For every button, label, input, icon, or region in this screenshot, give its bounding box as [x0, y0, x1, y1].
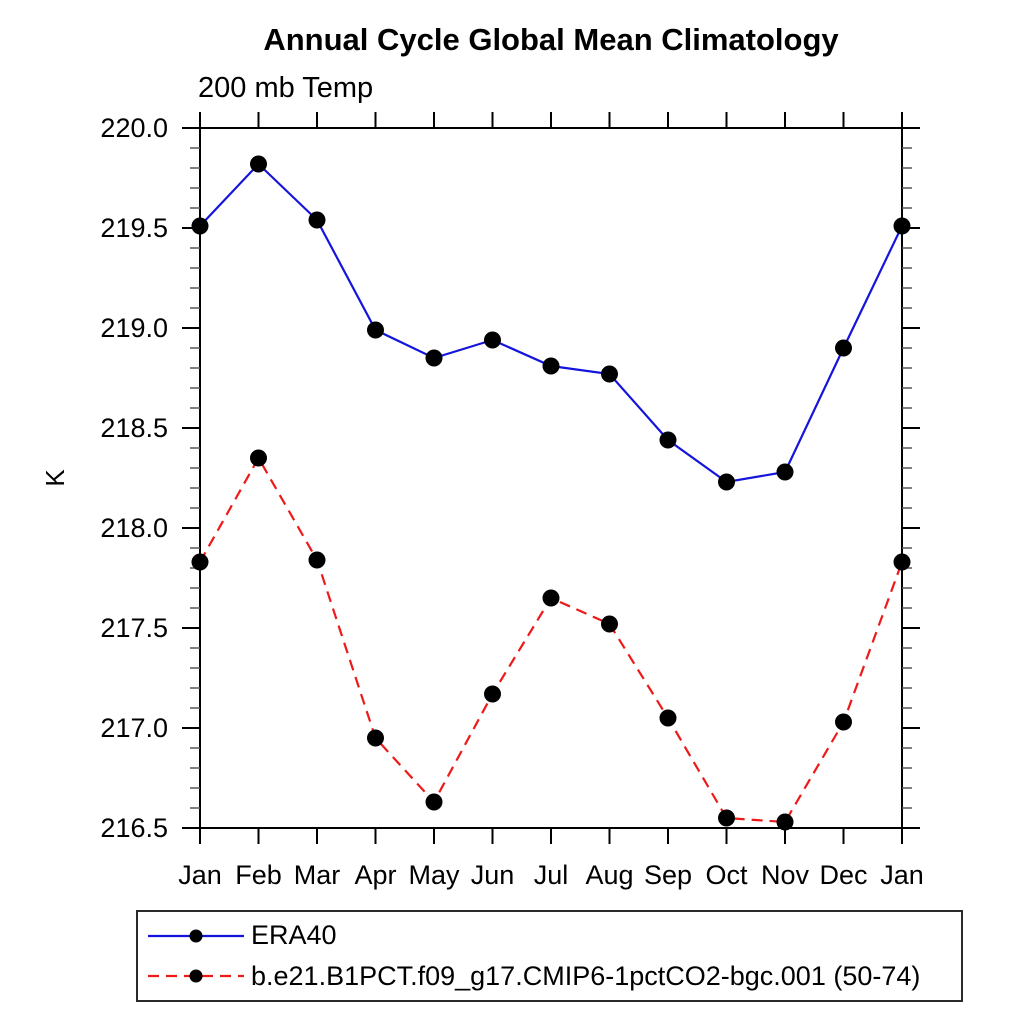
data-point-marker	[484, 685, 501, 703]
y-tick-label: 219.0	[100, 313, 168, 343]
x-tick-label: Oct	[705, 860, 748, 890]
data-point-marker	[367, 729, 384, 747]
y-tick-label: 218.5	[100, 413, 168, 443]
x-tick-label: Feb	[235, 860, 282, 890]
data-point-marker	[250, 449, 267, 467]
y-tick-label: 220.0	[100, 113, 168, 143]
legend-line-sample-solid	[148, 929, 244, 943]
data-point-marker	[718, 809, 735, 827]
data-point-marker	[425, 349, 443, 367]
data-point-marker	[776, 813, 794, 831]
data-point-marker	[542, 357, 560, 375]
chart-title: Annual Cycle Global Mean Climatology	[263, 22, 839, 57]
x-tick-label: Jan	[880, 860, 924, 890]
data-point-marker	[601, 615, 618, 633]
data-point-marker	[425, 793, 443, 811]
data-point-marker	[191, 217, 209, 235]
legend-item-era40: ERA40	[144, 919, 961, 953]
y-tick-label: 219.5	[100, 213, 168, 243]
data-point-marker	[893, 553, 911, 571]
data-point-marker	[659, 709, 677, 727]
y-tick-label: 218.0	[100, 513, 168, 543]
data-point-marker	[308, 211, 326, 229]
x-tick-label: May	[408, 860, 460, 890]
y-tick-label: 217.0	[100, 713, 168, 743]
data-point-marker	[776, 463, 794, 481]
x-tick-label: Mar	[294, 860, 341, 890]
data-point-marker	[484, 331, 501, 349]
y-tick-label: 216.5	[100, 813, 168, 843]
x-tick-label: Jun	[471, 860, 515, 890]
x-tick-label: Dec	[819, 860, 867, 890]
x-tick-label: Apr	[354, 860, 396, 890]
data-point-marker	[893, 217, 911, 235]
data-point-marker	[308, 551, 326, 569]
data-point-marker	[835, 339, 852, 357]
x-tick-label: Nov	[761, 860, 810, 890]
x-tick-label: Sep	[644, 860, 692, 890]
data-point-marker	[367, 321, 384, 339]
chart-subtitle: 200 mb Temp	[198, 72, 374, 104]
legend-line-sample-dashed	[148, 969, 244, 983]
series-line-era40	[199, 162, 903, 484]
data-point-marker	[250, 155, 267, 173]
data-point-marker	[601, 365, 618, 383]
plot-frame	[199, 127, 903, 829]
x-tick-label: Jul	[534, 860, 569, 890]
x-tick-label: Jan	[178, 860, 222, 890]
data-point-marker	[191, 553, 209, 571]
data-point-marker	[835, 713, 852, 731]
data-point-marker	[542, 589, 560, 607]
data-point-marker	[718, 473, 735, 491]
series-line-model	[199, 455, 904, 824]
legend-label: b.e21.B1PCT.f09_g17.CMIP6-1pctCO2-bgc.00…	[251, 960, 921, 991]
legend: ERA40 b.e21.B1PCT.f09_g17.CMIP6-1pctCO2-…	[136, 910, 963, 1002]
legend-item-model: b.e21.B1PCT.f09_g17.CMIP6-1pctCO2-bgc.00…	[144, 959, 961, 993]
x-tick-label: Aug	[585, 860, 633, 890]
legend-label: ERA40	[251, 920, 337, 951]
y-tick-label: 217.5	[100, 613, 168, 643]
data-point-marker	[659, 431, 677, 449]
